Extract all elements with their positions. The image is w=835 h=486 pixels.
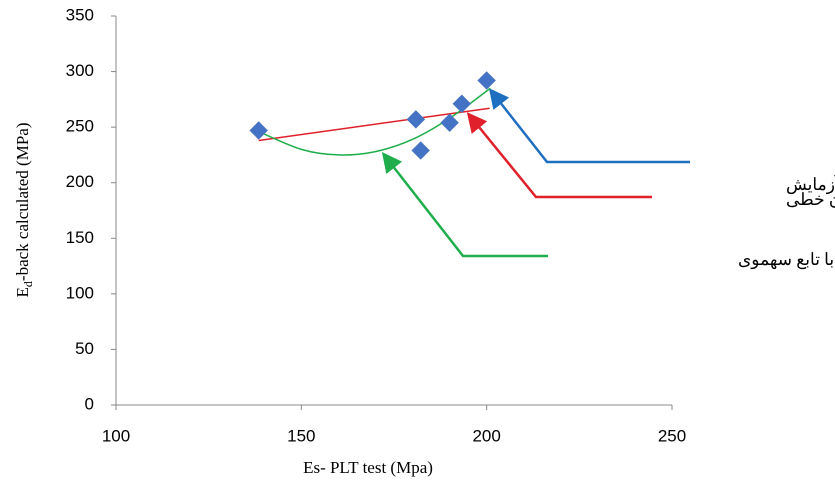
annotation: داده های آزمایش [786,173,835,195]
data-point [452,94,472,114]
x-axis-label: Es- PLT test (Mpa) [303,458,433,477]
data-point [406,110,426,129]
data-point [411,141,431,160]
y-tick-label: 350 [66,5,94,24]
x-tick-label: 150 [287,426,315,445]
y-tick-label: 0 [85,394,94,413]
annotation-arrow [488,88,690,164]
axes [115,16,672,406]
data-point [440,113,459,133]
annotation-arrow [466,112,652,199]
y-label-rest: -back calculated (MPa) [13,123,32,282]
data-point [477,71,497,90]
y-tick-label: 50 [75,339,94,358]
y-tick-label: 150 [66,228,94,247]
y-tick-label: 300 [66,61,94,80]
y-tick-label: 100 [66,283,94,302]
y-tick-label: 250 [66,117,94,136]
data-point [249,121,269,140]
annotation: رگرسیون با تابع سهموی [738,249,835,270]
annotation-arrow [381,152,548,258]
y-label-subscript: d [21,281,35,287]
y-label-main: E [13,287,32,297]
x-tick-label: 250 [658,426,686,445]
fit-line [258,107,490,142]
y-axis-label: Ed-back calculated (MPa) [13,123,35,298]
x-tick-label: 200 [472,426,500,445]
y-tick-label: 200 [66,172,94,191]
x-tick-label: 100 [102,426,130,445]
annotation: رگرسیون خطی [786,189,835,210]
